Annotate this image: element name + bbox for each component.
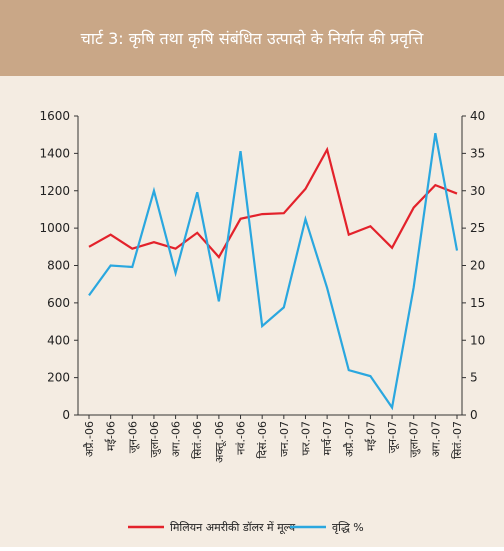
y2-tick-label: 35 — [470, 146, 485, 160]
y2-tick-label: 20 — [470, 259, 485, 273]
x-tick-label: नवं.-06 — [235, 421, 248, 455]
legend-label: मिलियन अमरीकी डॉलर में मूल्य — [170, 521, 296, 535]
series-line — [88, 146, 458, 259]
x-tick-label: अप्रै.-07 — [343, 421, 356, 457]
y-tick-label: 1200 — [39, 184, 70, 198]
y2-tick-label: 0 — [470, 408, 478, 422]
y2-tick-label: 10 — [470, 333, 485, 347]
x-tick-label: मई-06 — [105, 421, 118, 451]
x-tick-label: फर.-07 — [299, 421, 312, 455]
x-tick-label: मार्च-07 — [321, 421, 334, 455]
y2-tick-label: 5 — [470, 371, 478, 385]
series-line — [88, 132, 459, 411]
y-tick-label: 600 — [47, 296, 70, 310]
x-tick-label: जुला-07 — [408, 421, 421, 457]
y2-tick-label: 40 — [470, 109, 485, 123]
y2-tick-label: 30 — [470, 184, 485, 198]
x-tick-label: अक्तू.-06 — [213, 421, 227, 463]
x-tick-label: अग.-07 — [429, 421, 442, 457]
y-tick-label: 1400 — [39, 146, 70, 160]
x-tick-label: जन.-07 — [278, 421, 291, 457]
y-tick-label: 200 — [47, 371, 70, 385]
x-tick-label: मई-07 — [364, 421, 377, 451]
y2-tick-label: 25 — [470, 221, 485, 235]
title-bar — [0, 0, 504, 76]
x-tick-label: दिसं.-06 — [256, 421, 269, 459]
y-tick-label: 1000 — [39, 221, 70, 235]
y-tick-label: 0 — [62, 408, 70, 422]
x-tick-label: जुला-06 — [148, 421, 161, 457]
chart-title: चार्ट 3: कृषि तथा कृषि संबंधित उत्पादो क… — [81, 29, 425, 49]
x-tick-label: जून-06 — [126, 421, 140, 453]
x-tick-label: सितं.-06 — [191, 421, 204, 459]
y-tick-label: 400 — [47, 333, 70, 347]
legend-label: वृद्धि % — [332, 521, 364, 534]
x-tick-label: अप्रै.-06 — [83, 421, 96, 457]
y2-tick-label: 15 — [470, 296, 485, 310]
y-tick-label: 1600 — [39, 109, 70, 123]
x-tick-label: सितं.-07 — [451, 421, 464, 459]
x-tick-label: जून-07 — [386, 421, 400, 453]
x-tick-label: अग.-06 — [170, 421, 183, 457]
y-tick-label: 800 — [47, 259, 70, 273]
